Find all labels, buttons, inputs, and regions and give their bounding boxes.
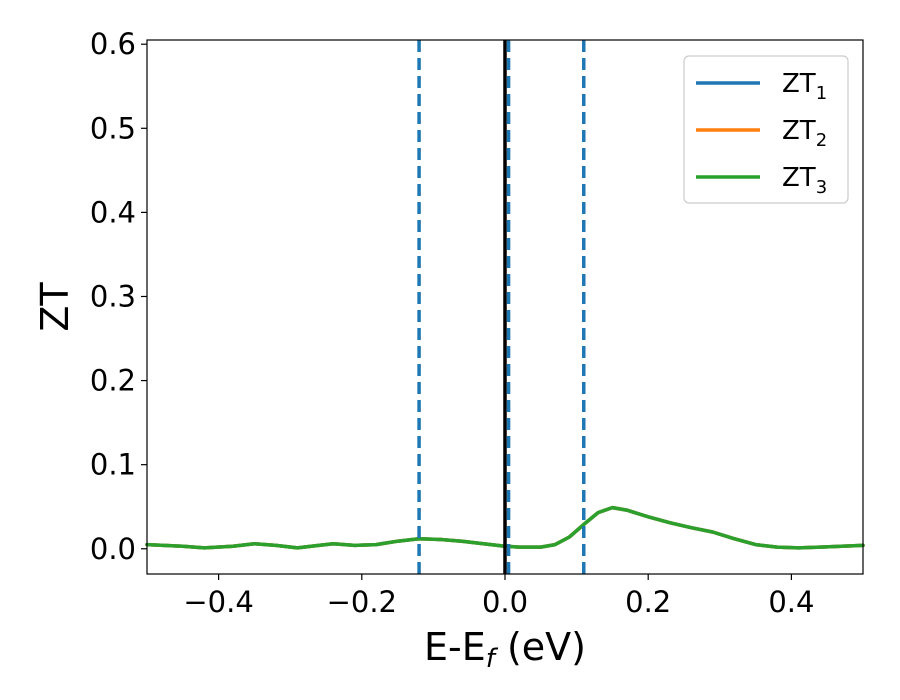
y-tick-label: 0.6 bbox=[90, 27, 136, 61]
legend-label-3: ZT3 bbox=[782, 163, 827, 198]
x-tick-label: −0.4 bbox=[183, 585, 253, 619]
y-tick-label: 0.0 bbox=[90, 532, 136, 566]
x-tick-label: 0.2 bbox=[625, 585, 671, 619]
y-axis-title: ZT bbox=[33, 282, 77, 332]
y-tick-label: 0.1 bbox=[90, 448, 136, 482]
y-tick-label: 0.4 bbox=[90, 195, 136, 229]
y-tick-label: 0.5 bbox=[90, 111, 136, 145]
x-tick-label: 0.0 bbox=[482, 585, 528, 619]
series-line-3 bbox=[145, 505, 865, 550]
x-tick-label: 0.4 bbox=[768, 585, 814, 619]
reference-lines bbox=[417, 40, 586, 574]
x-axis-ticks: −0.4 −0.2 0.0 0.2 0.4 bbox=[183, 574, 814, 619]
legend: ZT1 ZT2 ZT3 bbox=[683, 55, 849, 204]
legend-box bbox=[683, 55, 849, 204]
x-axis-title: E-Ef (eV) bbox=[424, 625, 586, 674]
x-tick-label: −0.2 bbox=[327, 585, 397, 619]
legend-label-1: ZT1 bbox=[782, 69, 827, 104]
y-tick-label: 0.2 bbox=[90, 364, 136, 398]
legend-label-2: ZT2 bbox=[782, 116, 827, 151]
y-tick-label: 0.3 bbox=[90, 279, 136, 313]
series-lines bbox=[145, 505, 865, 550]
y-axis-ticks: 0.0 0.1 0.2 0.3 0.4 0.5 0.6 bbox=[90, 27, 147, 566]
